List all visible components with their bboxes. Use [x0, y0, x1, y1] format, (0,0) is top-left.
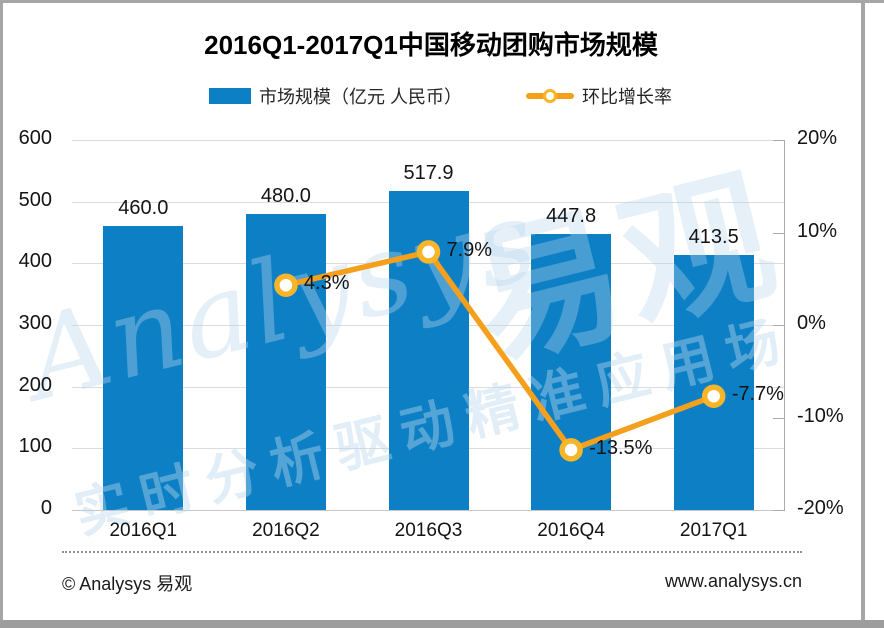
line-marker-icon [416, 240, 441, 264]
bar-legend-label: 市场规模（亿元 人民币） [259, 87, 462, 107]
bar-value-label: 517.9 [403, 161, 454, 184]
bar-2016Q1 [103, 226, 184, 510]
y-axis-label-left: 0 [40, 497, 52, 519]
bar-value-label: 480.0 [260, 185, 311, 207]
window-border-right [861, 0, 865, 620]
line-legend-dot-icon [543, 89, 557, 103]
horizontal-scrollbar[interactable] [0, 620, 884, 628]
growth-rate-line [274, 240, 726, 462]
y-axis-label-left: 500 [18, 188, 52, 211]
line-legend-label: 环比增长率 [582, 87, 672, 107]
line-value-label: 7.9% [446, 238, 493, 261]
copyright-text: © Analysys 易观 [62, 574, 193, 594]
x-axis-label: 2017Q1 [679, 520, 748, 541]
website-link[interactable]: www.analysys.cn [664, 571, 802, 591]
y-axis-label-left: 300 [18, 312, 52, 334]
right-axis-tick [773, 510, 785, 511]
y-axis-label-right: -20% [797, 497, 844, 519]
footer-separator [62, 551, 802, 553]
legend: 市场规模（亿元 人民币） 环比增长率 [209, 83, 672, 109]
bar-value-label: 413.5 [688, 226, 739, 248]
x-axis-label: 2016Q1 [109, 520, 178, 541]
right-axis-tick [773, 232, 785, 234]
bar-value-label: 447.8 [546, 204, 597, 227]
line-value-label: -13.5% [589, 436, 653, 459]
line-marker-icon [274, 273, 298, 297]
bar-2016Q4 [531, 233, 612, 510]
bar-value-label: 460.0 [118, 197, 169, 220]
bar-2016Q2 [245, 214, 326, 510]
right-axis-tick [773, 325, 785, 326]
y-axis-label-right: 0% [797, 312, 826, 334]
line-marker-icon [559, 438, 583, 462]
chart-title: 2016Q1-2017Q1中国移动团购市场规模 [204, 30, 658, 60]
x-axis-label: 2016Q4 [537, 520, 605, 541]
bar-2017Q1 [673, 255, 754, 510]
y-axis-label-left: 200 [18, 373, 52, 396]
x-axis-label: 2016Q3 [394, 520, 463, 541]
line-value-label: 4.3% [303, 272, 350, 295]
y-axis-label-left: 600 [18, 127, 52, 149]
y-axis-label-right: -10% [797, 404, 844, 427]
x-axis-label: 2016Q2 [252, 520, 320, 541]
gridline [72, 510, 785, 511]
right-axis-tick [773, 417, 785, 419]
window-border-left [0, 0, 3, 620]
line-marker-icon [701, 384, 726, 408]
bar-legend-swatch [209, 88, 251, 104]
window-border-top [0, 0, 884, 3]
gridline [72, 140, 785, 141]
y-axis-label-left: 100 [18, 435, 52, 458]
line-legend-marker [526, 89, 574, 103]
plot-area: 460.0 480.0 517.9 447.8 413.5 4.3% 7.9% -13.5% -… [72, 140, 785, 511]
y-axis-label-left: 400 [18, 250, 52, 273]
y-axis-label-right: 20% [797, 127, 838, 149]
right-axis-tick [773, 140, 785, 141]
line-value-label: -7.7% [731, 383, 784, 406]
y-axis-label-right: 10% [797, 219, 838, 242]
